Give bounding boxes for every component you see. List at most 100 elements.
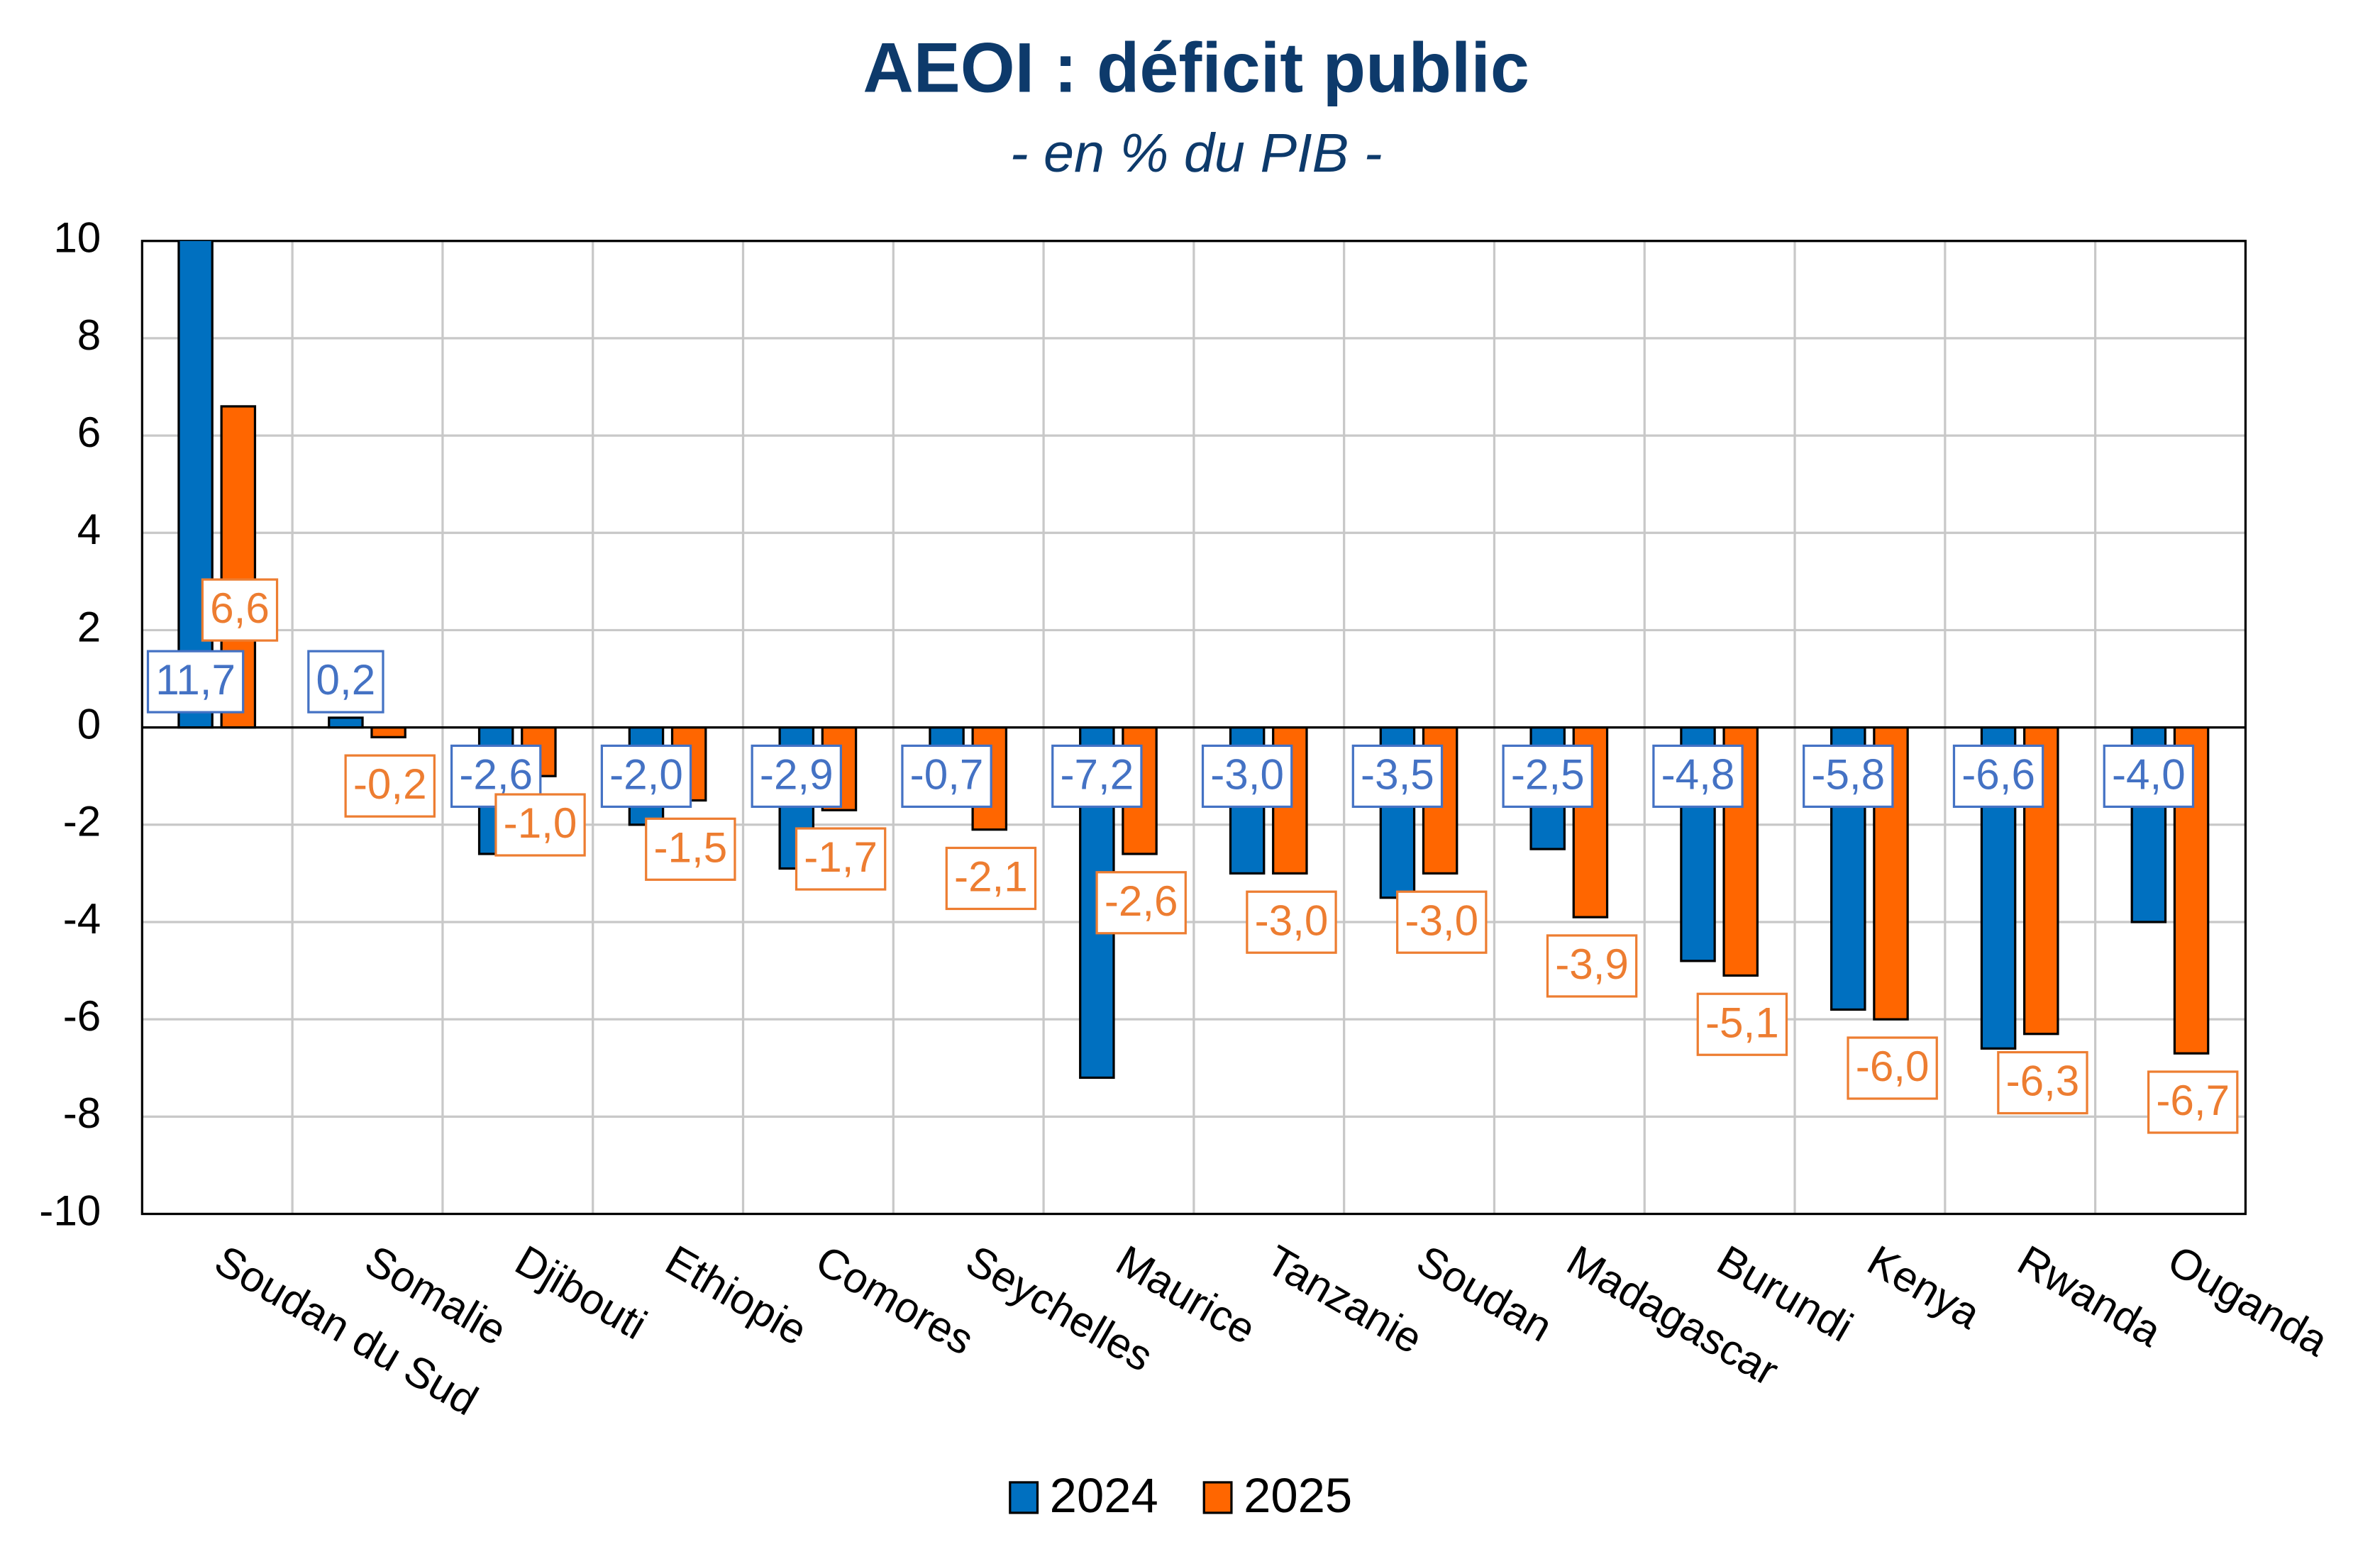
data-label: -6,3	[2006, 1058, 2080, 1105]
label-box	[2103, 744, 2195, 809]
data-label-box: 11,7	[146, 650, 245, 714]
data-label: -3,9	[1555, 940, 1629, 988]
label-box	[1952, 744, 2044, 809]
label-box	[751, 744, 842, 809]
y-tick-label: -10	[39, 1187, 101, 1234]
legend: 2024 2025	[1009, 1468, 1352, 1523]
y-tick-label: -8	[63, 1089, 101, 1137]
data-label: 6,6	[210, 584, 270, 632]
data-label: -5,8	[1811, 750, 1885, 798]
data-label: -4,8	[1661, 750, 1735, 798]
labels: 11,7 0,2 -2,6 -2,0 -2,9 -0,7 -7,2 -3,0 -3,5 -2,5 -…	[146, 578, 2239, 1134]
data-label: -2,6	[459, 750, 533, 798]
label-box	[1396, 890, 1488, 954]
label-box	[307, 650, 384, 714]
legend-label: 2025	[1244, 1468, 1352, 1523]
data-label: -1,7	[804, 833, 878, 881]
label-box	[1201, 744, 1293, 809]
data-label-box: -3,9	[1546, 934, 1638, 998]
y-tick-label: 6	[77, 409, 101, 456]
data-label-box: -6,6	[1952, 744, 2044, 809]
y-tick-label: 10	[53, 214, 101, 262]
label-box	[1051, 744, 1143, 809]
data-label: -2,1	[954, 853, 1028, 901]
label-box	[2147, 1070, 2239, 1134]
data-label-box: 0,2	[307, 650, 384, 714]
y-tick-label: 2	[77, 603, 101, 650]
data-label: -5,1	[1705, 999, 1779, 1046]
data-label: 11,7	[155, 656, 236, 704]
data-label-box: -1,7	[795, 827, 887, 891]
y-tick-label: 0	[77, 701, 101, 748]
data-label-box: -0,7	[901, 744, 992, 809]
label-box	[795, 827, 887, 891]
legend-label: 2024	[1050, 1468, 1158, 1523]
data-label: -2,5	[1511, 750, 1585, 798]
label-box	[1546, 934, 1638, 998]
data-label-box: -2,0	[600, 744, 692, 809]
bar	[177, 240, 214, 729]
data-label-box: -7,2	[1051, 744, 1143, 809]
data-label-box: -1,0	[494, 793, 586, 857]
label-box	[1997, 1050, 2088, 1115]
data-label: -0,2	[353, 760, 427, 808]
label-box	[1847, 1036, 1938, 1100]
data-label: -4,0	[2112, 750, 2186, 798]
x-tick-label: Comores	[808, 1236, 982, 1364]
x-tick-label: Ethiopie	[658, 1236, 815, 1355]
data-label: -6,6	[1961, 750, 2035, 798]
data-label-box: -2,5	[1502, 744, 1593, 809]
bar	[370, 726, 406, 738]
x-tick-label: Rwanda	[2010, 1236, 2169, 1356]
chart-title: AEOI : déficit public	[863, 28, 1529, 106]
data-label: -2,9	[760, 750, 834, 798]
label-box	[1502, 744, 1593, 809]
data-label-box: -0,2	[344, 754, 436, 818]
chart-subtitle: - en % du PIB -	[1010, 123, 1383, 184]
y-tick-label: -2	[63, 798, 101, 845]
data-label: -0,7	[910, 750, 984, 798]
data-label-box: -2,9	[751, 744, 842, 809]
label-box	[1246, 890, 1337, 954]
data-label: -3,0	[1210, 750, 1284, 798]
data-label-box: -6,0	[1847, 1036, 1938, 1100]
data-label: -7,2	[1060, 750, 1134, 798]
label-box	[901, 744, 992, 809]
data-label: -2,6	[1105, 877, 1178, 925]
x-tick-label: Tanzanie	[1258, 1236, 1430, 1362]
label-box	[494, 793, 586, 857]
data-label-box: -6,7	[2147, 1070, 2239, 1134]
label-box	[1095, 871, 1187, 935]
data-label-box: -4,8	[1652, 744, 1744, 809]
data-label: -3,5	[1361, 750, 1434, 798]
data-label-box: 6,6	[201, 578, 279, 642]
x-tick-label: Kenya	[1859, 1236, 1988, 1338]
label-box	[1803, 744, 1894, 809]
label-box	[1696, 992, 1788, 1056]
data-label-box: -3,0	[1396, 890, 1488, 954]
label-box	[146, 650, 245, 714]
data-label: -1,5	[653, 823, 727, 871]
data-label-box: -3,0	[1201, 744, 1293, 809]
data-label-box: -3,5	[1351, 744, 1444, 809]
label-box	[600, 744, 692, 809]
data-label: -2,0	[609, 750, 683, 798]
data-label: -1,0	[504, 799, 577, 847]
data-label-box: -1,5	[645, 817, 736, 881]
data-label-box: -2,6	[1095, 871, 1187, 935]
data-label-box: -2,1	[945, 846, 1037, 911]
data-label-box: -4,0	[2103, 744, 2195, 809]
label-box	[645, 817, 736, 881]
legend-swatch	[1202, 1481, 1233, 1514]
label-box	[201, 578, 279, 642]
data-label: -6,7	[2156, 1077, 2230, 1124]
label-box	[1351, 744, 1444, 809]
y-tick-label: -4	[63, 895, 101, 943]
y-tick-label: 8	[77, 311, 101, 359]
data-label-box: -5,8	[1803, 744, 1894, 809]
label-box	[344, 754, 436, 818]
y-tick-label: -6	[63, 992, 101, 1040]
data-label: -3,0	[1405, 897, 1478, 944]
